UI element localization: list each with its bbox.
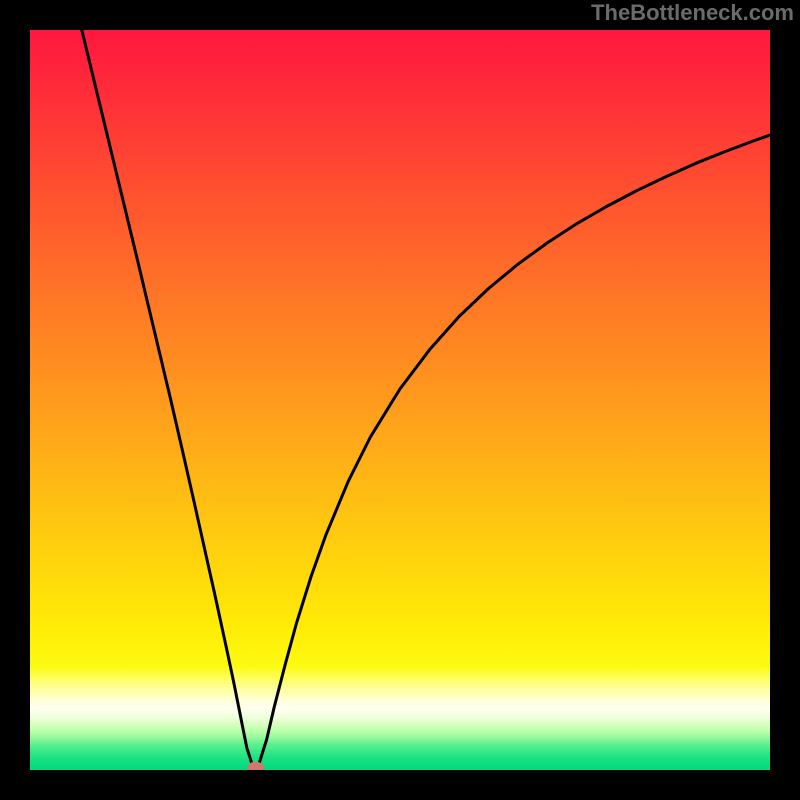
gradient-background xyxy=(30,30,770,770)
plot-area xyxy=(30,30,770,770)
watermark-text: TheBottleneck.com xyxy=(591,0,794,26)
optimal-point-marker xyxy=(248,762,264,770)
bottleneck-chart-svg xyxy=(30,30,770,770)
chart-container: TheBottleneck.com xyxy=(0,0,800,800)
